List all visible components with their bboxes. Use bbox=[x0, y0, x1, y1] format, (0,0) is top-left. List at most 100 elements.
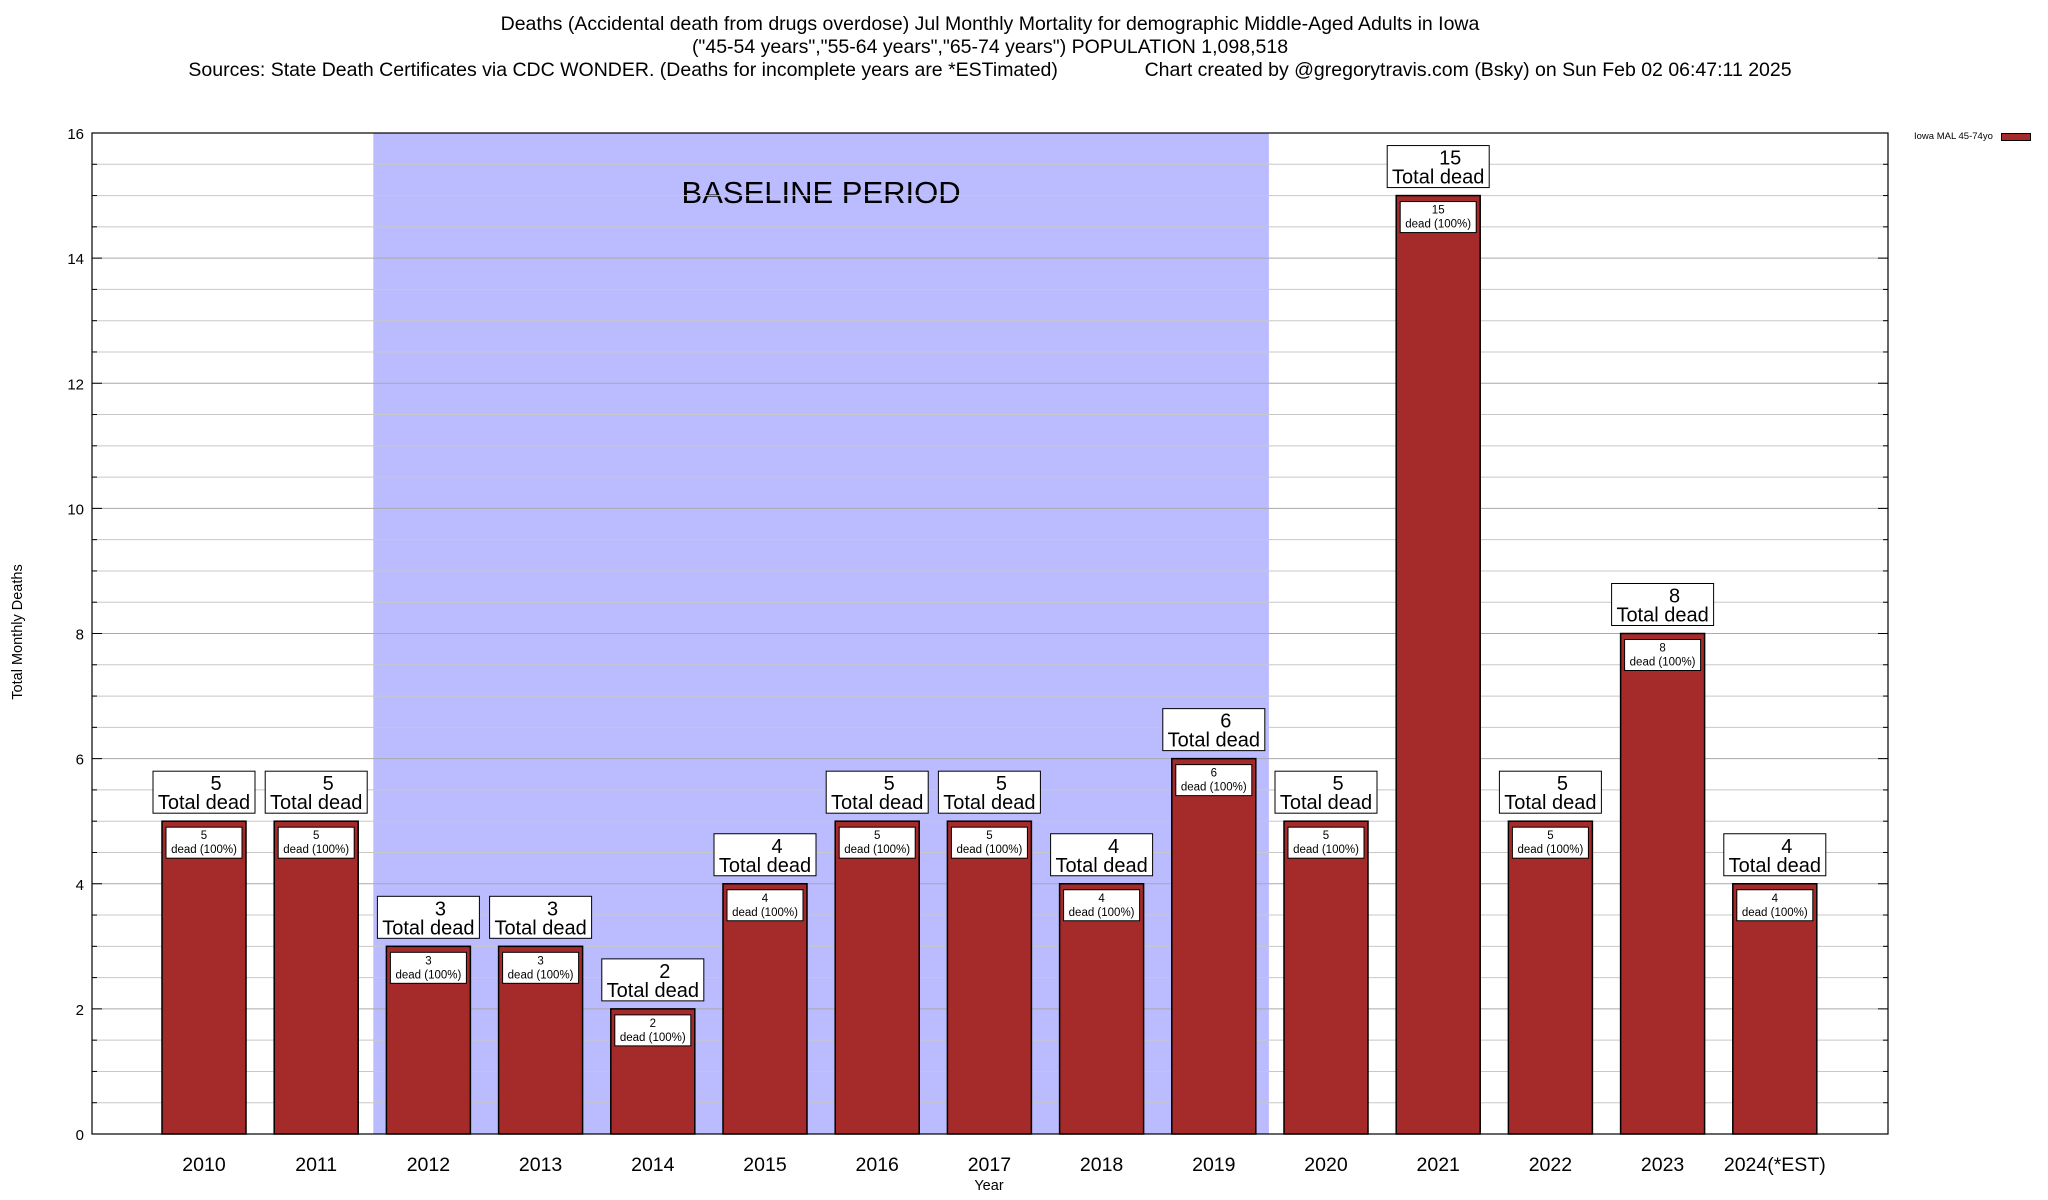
x-tick-label: 2012 bbox=[407, 1154, 450, 1176]
total-label-box bbox=[264, 770, 368, 814]
total-label-box bbox=[489, 895, 593, 939]
bar-2015 bbox=[722, 883, 808, 1135]
y-tick-label: 16 bbox=[67, 126, 84, 143]
bar-inner-value: 5 bbox=[313, 830, 319, 842]
bar-inner-value: 3 bbox=[425, 955, 431, 967]
bar-inner-label-box bbox=[277, 826, 355, 859]
total-label-text: Total dead bbox=[1504, 792, 1596, 814]
total-label-text: Total dead bbox=[494, 917, 586, 939]
bar-inner-pct-label: dead (100%) bbox=[844, 844, 910, 856]
total-label-text: Total dead bbox=[1168, 730, 1260, 752]
total-label-text: Total dead bbox=[1729, 855, 1821, 877]
chart-title-line-1: Deaths (Accidental death from drugs over… bbox=[500, 13, 1480, 35]
total-label-value: 15 bbox=[1439, 148, 1461, 170]
bar-inner-pct-label: dead (100%) bbox=[732, 907, 798, 919]
total-label-value: 5 bbox=[996, 773, 1007, 795]
total-label-box bbox=[601, 958, 705, 1002]
total-label-value: 8 bbox=[1669, 586, 1680, 608]
x-tick-label: 2020 bbox=[1304, 1154, 1348, 1176]
bar-2023 bbox=[1619, 632, 1706, 1135]
bar-inner-pct-label: dead (100%) bbox=[956, 844, 1022, 856]
total-label-box bbox=[376, 895, 480, 939]
total-label-value: 5 bbox=[1557, 773, 1568, 795]
x-tick-label: 2024(*EST) bbox=[1724, 1154, 1826, 1176]
y-tick-label: 2 bbox=[76, 1002, 84, 1019]
bar-inner-pct-label: dead (100%) bbox=[1517, 844, 1583, 856]
chart-legend: Iowa MAL 45-74yo bbox=[1914, 131, 2031, 142]
y-axis-title: Total Monthly Deaths bbox=[10, 564, 26, 699]
total-label-text: Total dead bbox=[607, 980, 699, 1002]
x-tick-label: 2014 bbox=[631, 1154, 675, 1176]
bar-2016 bbox=[834, 820, 920, 1135]
x-tick-label: 2013 bbox=[519, 1154, 562, 1176]
bar-inner-label-box bbox=[614, 1014, 692, 1047]
legend-swatch bbox=[2000, 132, 2031, 141]
bar-inner-pct-label: dead (100%) bbox=[1069, 907, 1135, 919]
bar-inner-pct-label: dead (100%) bbox=[508, 969, 574, 981]
bar-inner-pct-label: dead (100%) bbox=[1293, 844, 1359, 856]
bar-inner-value: 15 bbox=[1432, 205, 1445, 217]
total-label-value: 5 bbox=[884, 773, 895, 795]
total-label-box bbox=[825, 770, 929, 814]
x-tick-label: 2018 bbox=[1080, 1154, 1123, 1176]
total-label-text: Total dead bbox=[382, 917, 474, 939]
total-label-value: 4 bbox=[1108, 836, 1119, 858]
total-label-text: Total dead bbox=[719, 855, 811, 877]
chart-title-line-2: ("45-54 years","55-64 years","65-74 year… bbox=[691, 36, 1289, 58]
x-axis-title: Year bbox=[974, 1178, 1003, 1194]
bar-inner-label-box bbox=[1063, 889, 1141, 922]
bar-2021 bbox=[1395, 194, 1481, 1135]
y-tick-label: 6 bbox=[76, 752, 84, 769]
x-tick-label: 2015 bbox=[743, 1154, 787, 1176]
total-label-text: Total dead bbox=[1055, 855, 1147, 877]
total-label-box bbox=[713, 833, 817, 877]
x-tick-label: 2011 bbox=[295, 1154, 337, 1176]
bar-2010 bbox=[161, 820, 247, 1135]
bar-inner-pct-label: dead (100%) bbox=[1405, 219, 1471, 231]
total-label-value: 2 bbox=[659, 961, 670, 983]
baseline-period-label: BASELINE PERIOD bbox=[682, 175, 961, 210]
total-label-value: 4 bbox=[1781, 836, 1792, 858]
bar-inner-label-box bbox=[726, 889, 804, 922]
total-label-value: 5 bbox=[323, 773, 334, 795]
bar-inner-label-box bbox=[1399, 201, 1477, 234]
total-label-text: Total dead bbox=[158, 792, 250, 814]
bar-inner-label-box bbox=[838, 826, 916, 859]
y-tick-label: 12 bbox=[67, 376, 84, 393]
total-label-box bbox=[1386, 145, 1490, 189]
x-tick-label: 2022 bbox=[1529, 1154, 1572, 1176]
bar-2022 bbox=[1507, 820, 1594, 1135]
bar-inner-value: 5 bbox=[874, 830, 880, 842]
bar-inner-value: 5 bbox=[1547, 830, 1553, 842]
y-tick-label: 4 bbox=[76, 877, 84, 894]
total-label-value: 6 bbox=[1220, 711, 1231, 733]
total-label-box bbox=[1162, 708, 1266, 752]
bar-inner-value: 5 bbox=[986, 830, 992, 842]
bar-inner-label-box bbox=[502, 951, 580, 984]
x-tick-label: 2019 bbox=[1192, 1154, 1235, 1176]
total-label-value: 3 bbox=[435, 898, 446, 920]
bar-inner-value: 6 bbox=[1211, 768, 1217, 780]
bar-inner-pct-label: dead (100%) bbox=[1630, 657, 1696, 669]
legend-label: Iowa MAL 45-74yo bbox=[1914, 131, 1993, 142]
bar-inner-value: 5 bbox=[201, 830, 207, 842]
bar-inner-value: 2 bbox=[650, 1018, 656, 1030]
bar-inner-pct-label: dead (100%) bbox=[1742, 907, 1808, 919]
y-tick-label: 10 bbox=[67, 501, 84, 518]
bar-inner-value: 4 bbox=[1098, 893, 1105, 905]
total-label-box bbox=[152, 770, 256, 814]
bar-inner-pct-label: dead (100%) bbox=[283, 844, 349, 856]
bar-2019 bbox=[1171, 757, 1257, 1135]
total-label-text: Total dead bbox=[943, 792, 1035, 814]
bar-inner-value: 5 bbox=[1323, 830, 1329, 842]
bar-inner-label-box bbox=[165, 826, 243, 859]
x-tick-label: 2017 bbox=[968, 1154, 1011, 1176]
bar-inner-label-box bbox=[389, 951, 467, 984]
total-label-text: Total dead bbox=[1616, 605, 1708, 627]
x-tick-label: 2010 bbox=[182, 1154, 226, 1176]
total-label-text: Total dead bbox=[270, 792, 362, 814]
total-label-text: Total dead bbox=[831, 792, 923, 814]
bar-inner-value: 8 bbox=[1659, 643, 1665, 655]
bar-inner-value: 4 bbox=[1772, 893, 1779, 905]
